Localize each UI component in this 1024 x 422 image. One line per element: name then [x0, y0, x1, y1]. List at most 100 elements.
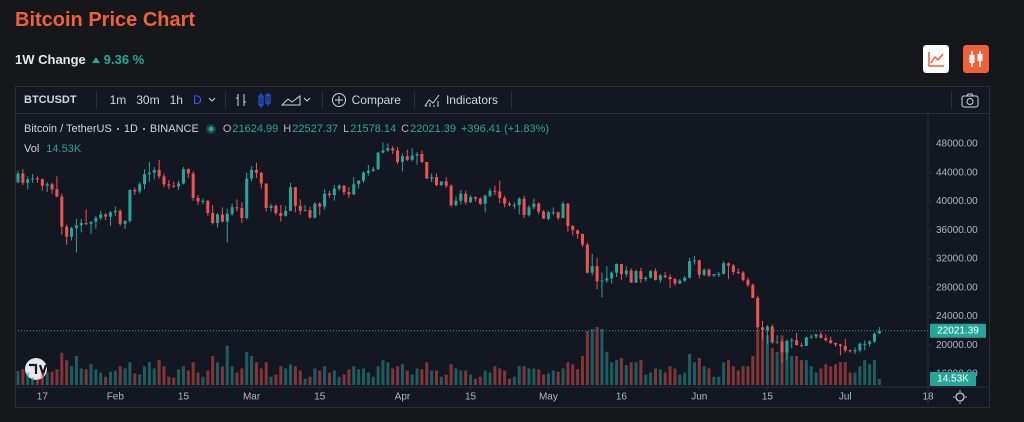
volume-bar	[707, 368, 711, 385]
market-status	[205, 124, 216, 134]
candle-body	[327, 193, 331, 196]
compare-icon[interactable]	[331, 92, 347, 108]
candle-body	[537, 203, 541, 212]
volume-bar	[600, 329, 604, 385]
x-tick-label: Jul	[839, 392, 852, 403]
interval[interactable]: D	[192, 92, 202, 107]
candle-body	[507, 203, 512, 206]
candle-body	[376, 152, 380, 170]
candle-body	[658, 275, 662, 280]
candle-body	[444, 181, 448, 186]
candle-body	[678, 280, 682, 284]
candle-body	[99, 214, 103, 219]
volume-bar	[556, 371, 560, 385]
volume-bar	[673, 368, 677, 385]
indicators-icon[interactable]	[423, 92, 441, 108]
interval-menu[interactable]	[207, 95, 217, 105]
y-tick-label: 40000.00	[936, 196, 978, 207]
candle-body	[230, 207, 234, 214]
volume-bar	[507, 378, 512, 385]
candle-body	[751, 284, 755, 298]
volume-bar	[473, 378, 477, 385]
volume-bar	[819, 368, 823, 385]
candle-body	[498, 191, 502, 198]
candle-body	[371, 169, 375, 171]
settings-gear[interactable]	[953, 390, 967, 404]
volume-bars	[16, 327, 881, 385]
volume-bar	[483, 370, 487, 385]
volume-bar	[454, 368, 458, 385]
candle-body	[829, 340, 833, 344]
candle-body	[298, 205, 302, 211]
volume-bar	[162, 366, 166, 385]
candle-body	[653, 271, 657, 280]
volume-bar	[347, 369, 351, 385]
candle-body	[702, 269, 706, 275]
candle-body	[639, 271, 643, 280]
candle-body	[269, 205, 273, 208]
interval[interactable]: 1h	[169, 92, 183, 107]
interval[interactable]: 1m	[109, 92, 127, 107]
volume-bar	[415, 368, 419, 385]
compare-button[interactable]: Compare	[351, 92, 401, 107]
volume-bar	[240, 368, 244, 385]
y-tick-label: 24000.00	[936, 311, 978, 322]
candle-body	[551, 212, 555, 214]
candle-body	[391, 148, 395, 151]
candle-body	[624, 270, 628, 275]
volume-bar	[89, 364, 93, 385]
chart-widget	[15, 86, 990, 408]
candle-body	[746, 279, 750, 285]
candle-body	[84, 223, 88, 225]
interval[interactable]: 30m	[136, 92, 160, 107]
volume-bar	[551, 370, 555, 385]
candle-body	[386, 148, 390, 151]
volume-bar	[289, 364, 293, 385]
candle-body	[196, 197, 200, 202]
candle-body	[483, 195, 487, 204]
volume-bar	[332, 370, 336, 385]
volume-bar	[799, 360, 803, 385]
volume-bar	[688, 353, 692, 385]
volume-bar	[814, 372, 818, 385]
volume-bar	[35, 378, 39, 385]
volume-bar	[517, 366, 521, 385]
line-chart-button[interactable]	[923, 45, 949, 73]
volume-bar	[843, 362, 847, 385]
candle-body	[415, 154, 419, 156]
volume-bar	[410, 374, 414, 385]
ohlc-letter: C	[401, 123, 410, 135]
change-value: 9.36 %	[103, 52, 145, 67]
candle-body	[274, 205, 278, 214]
candle-body	[279, 213, 283, 216]
symbol[interactable]: BTCUSDT	[24, 93, 77, 106]
candle-body	[430, 177, 434, 179]
volume-bar	[50, 371, 54, 385]
candle-chart-button[interactable]	[963, 45, 989, 73]
candle-body	[157, 169, 161, 177]
volume-bar	[259, 368, 263, 385]
x-tick-label: Apr	[395, 392, 411, 403]
indicators-button[interactable]: Indicators	[445, 92, 498, 107]
candle-body	[357, 180, 361, 185]
candle-body	[712, 274, 716, 276]
volume-bar	[274, 374, 278, 385]
candle-body	[493, 190, 497, 192]
snapshot-button[interactable]	[960, 92, 980, 108]
candle-body	[527, 207, 531, 216]
volume-bar	[644, 374, 648, 385]
candle-body	[113, 210, 117, 213]
volume-bar	[493, 366, 497, 385]
volume-bar	[230, 366, 234, 385]
candle-body	[245, 178, 249, 219]
volume-bar	[216, 362, 220, 385]
chart-style-icons[interactable]	[234, 91, 314, 109]
volume-bar	[211, 356, 215, 385]
volume-bar	[615, 360, 619, 385]
candle-body	[580, 233, 585, 245]
volume-bar	[775, 351, 779, 385]
candle-body	[16, 173, 20, 183]
volume-bar	[576, 369, 580, 385]
volume-bar	[298, 370, 302, 385]
